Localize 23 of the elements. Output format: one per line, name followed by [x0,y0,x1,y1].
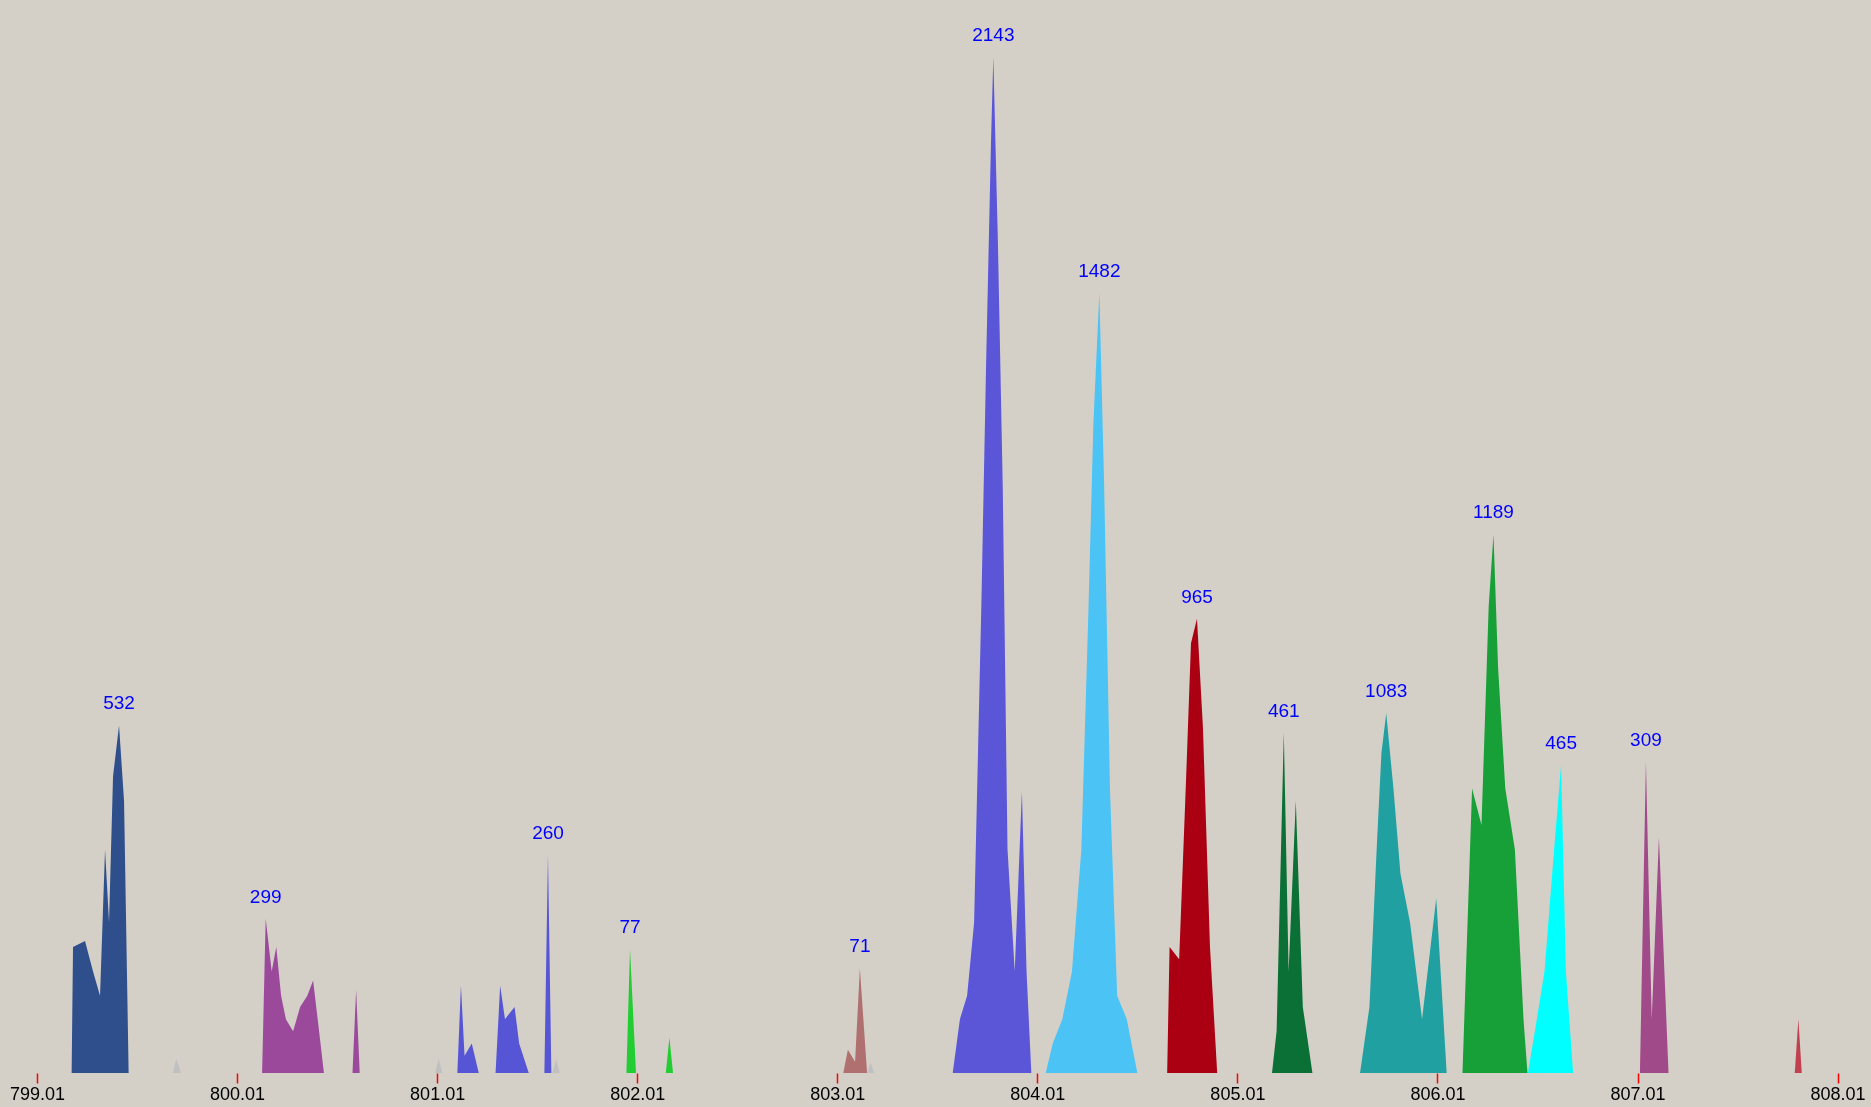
x-tick-label: 803.01 [810,1083,866,1104]
annotation: 309 [1630,729,1662,751]
annotation: 465 [1545,732,1577,754]
annotation: 299 [249,885,282,907]
annotation: 461 [1267,699,1300,721]
annotation: 965 [1181,585,1213,607]
x-tick-label: 805.01 [1210,1083,1266,1104]
x-tick-label: 806.01 [1410,1083,1466,1104]
x-tick-label: 808.01 [1810,1083,1866,1104]
annotation: 260 [532,821,564,843]
annotation: 1189 [1473,501,1514,523]
annotation: 1482 [1078,259,1121,281]
annotation: 71 [849,935,871,957]
x-tick-label: 807.01 [1610,1083,1666,1104]
annotation: 532 [103,692,135,714]
annotation: 1083 [1365,680,1408,702]
x-tick-label: 800.01 [210,1083,266,1104]
x-tick-label: 804.01 [1010,1083,1066,1104]
x-tick-label: 799.01 [9,1083,66,1104]
x-tick-label: 801.01 [410,1083,466,1104]
annotation: 2143 [972,23,1015,45]
annotation: 77 [619,916,641,938]
x-tick-label: 802.01 [610,1083,666,1104]
